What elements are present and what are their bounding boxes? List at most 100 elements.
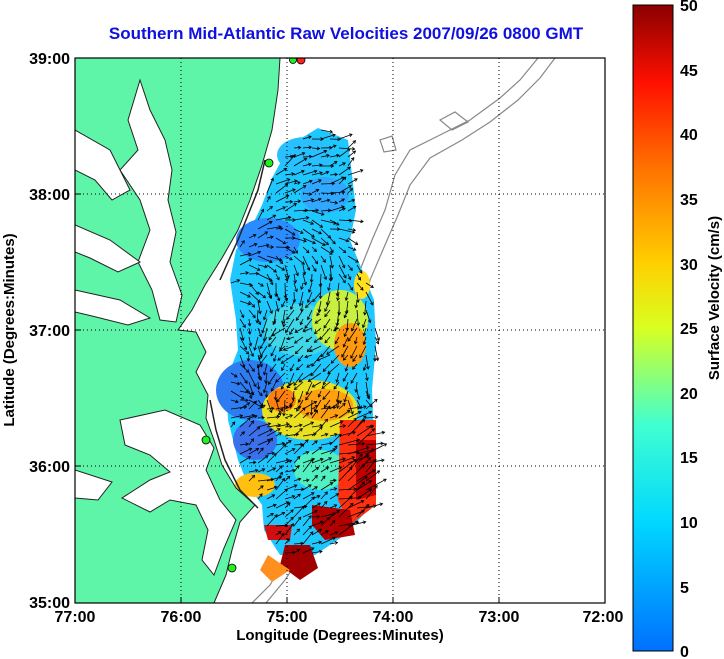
velocity-arrow-head (256, 386, 261, 391)
colorbar-tick-label: 40 (680, 127, 698, 144)
velocity-arrow (329, 488, 337, 491)
velocity-arrow (329, 510, 340, 518)
velocity-arrow (329, 161, 338, 167)
velocity-arrow-head (296, 528, 301, 533)
velocity-arrow (293, 372, 304, 386)
velocity-arrow (311, 219, 323, 228)
radar-stations (201, 58, 306, 573)
velocity-arrow-head (308, 179, 313, 184)
velocity-arrow (363, 363, 367, 371)
velocity-arrow-head (271, 451, 275, 456)
velocity-arrow-head (269, 368, 274, 373)
velocity-arrow (302, 515, 312, 527)
velocity-arrow-head (252, 234, 257, 238)
velocity-arrow (356, 282, 364, 291)
velocity-arrow-head (291, 494, 296, 499)
velocity-arrow-head (333, 328, 337, 332)
velocity-arrow (329, 542, 338, 545)
velocity-arrow-head (329, 129, 334, 134)
velocity-arrow (306, 363, 313, 368)
velocity-arrow (301, 300, 304, 312)
velocity-arrow-head (370, 424, 374, 429)
velocity-arrow (293, 528, 300, 536)
velocity-arrow-head (291, 172, 295, 176)
velocity-arrow-head (272, 214, 277, 219)
velocity-arrow-head (236, 279, 241, 283)
velocity-arrow (347, 237, 358, 245)
velocity-arrow (326, 345, 340, 355)
velocity-arrow (284, 509, 294, 518)
velocity-arrow-head (314, 486, 318, 490)
velocity-arrow (293, 200, 301, 203)
velocity-arrow-head (306, 267, 311, 271)
velocity-arrow-head (338, 400, 343, 404)
velocity-arrow (302, 170, 317, 176)
velocity-arrow-head (267, 422, 272, 426)
velocity-arrow (329, 400, 342, 410)
velocity-arrow-head (307, 299, 311, 304)
velocity-arrow-head (302, 185, 307, 189)
velocity-arrow (311, 410, 318, 419)
velocity-arrow (275, 273, 280, 280)
velocity-arrow-head (287, 215, 292, 220)
velocity-arrow-head (257, 321, 262, 326)
velocity-arrow-head (280, 360, 285, 364)
velocity-vectors (230, 129, 388, 555)
velocity-arrow (248, 390, 252, 399)
velocity-arrow-head (292, 188, 296, 192)
velocity-arrow (338, 452, 360, 455)
velocity-arrow-head (325, 241, 329, 246)
velocity-arrow-head (245, 442, 250, 447)
velocity-arrow (347, 282, 353, 291)
x-tick-label: 74:00 (373, 609, 414, 626)
velocity-arrow-head (308, 135, 312, 140)
velocity-arrow (275, 291, 280, 301)
velocity-arrow (344, 390, 349, 403)
velocity-arrow-head (342, 207, 346, 211)
velocity-arrow (239, 309, 244, 318)
velocity-arrow-head (305, 338, 310, 343)
velocity-arrow-head (357, 410, 362, 415)
velocity-arrow-head (268, 336, 272, 341)
velocity-arrow-head (326, 516, 331, 521)
velocity-arrow (284, 516, 294, 527)
velocity-arrow-head (305, 451, 310, 455)
velocity-arrow-head (279, 226, 284, 231)
velocity-arrow (316, 354, 331, 361)
velocity-arrow (347, 419, 365, 437)
velocity-arrow (284, 246, 296, 254)
velocity-arrow-head (318, 528, 323, 533)
velocity-arrow (275, 264, 285, 271)
velocity-arrow-head (256, 364, 261, 369)
velocity-arrow-head (243, 346, 248, 351)
velocity-arrow (293, 505, 305, 518)
velocity-arrow-head (284, 278, 289, 282)
velocity-arrow-head (235, 399, 239, 404)
velocity-arrow (338, 456, 355, 464)
velocity-arrow (289, 399, 295, 407)
velocity-arrow-head (319, 549, 323, 554)
velocity-arrow-head (282, 443, 287, 448)
velocity-arrow-head (287, 440, 292, 444)
velocity-arrow (364, 300, 367, 315)
velocity-arrow-head (351, 456, 356, 460)
velocity-arrow-head (330, 264, 334, 269)
velocity-arrow (323, 399, 331, 408)
velocity-arrow (266, 437, 273, 446)
velocity-arrow (266, 467, 276, 473)
velocity-arrow-head (259, 392, 263, 397)
velocity-arrow-head (342, 457, 346, 461)
velocity-arrow-head (361, 509, 365, 514)
velocity-arrow (319, 273, 322, 287)
velocity-arrow-head (308, 154, 313, 159)
velocity-arrow (257, 221, 273, 230)
velocity-arrow-head (299, 230, 304, 234)
velocity-arrow (344, 309, 349, 318)
velocity-arrow (345, 300, 349, 314)
velocity-arrow (270, 345, 277, 357)
velocity-arrow (248, 461, 256, 464)
velocity-arrow-head (282, 412, 286, 417)
colorbar-tick-label: 30 (680, 257, 698, 274)
velocity-arrow (355, 300, 358, 308)
velocity-arrow-head (270, 513, 274, 517)
